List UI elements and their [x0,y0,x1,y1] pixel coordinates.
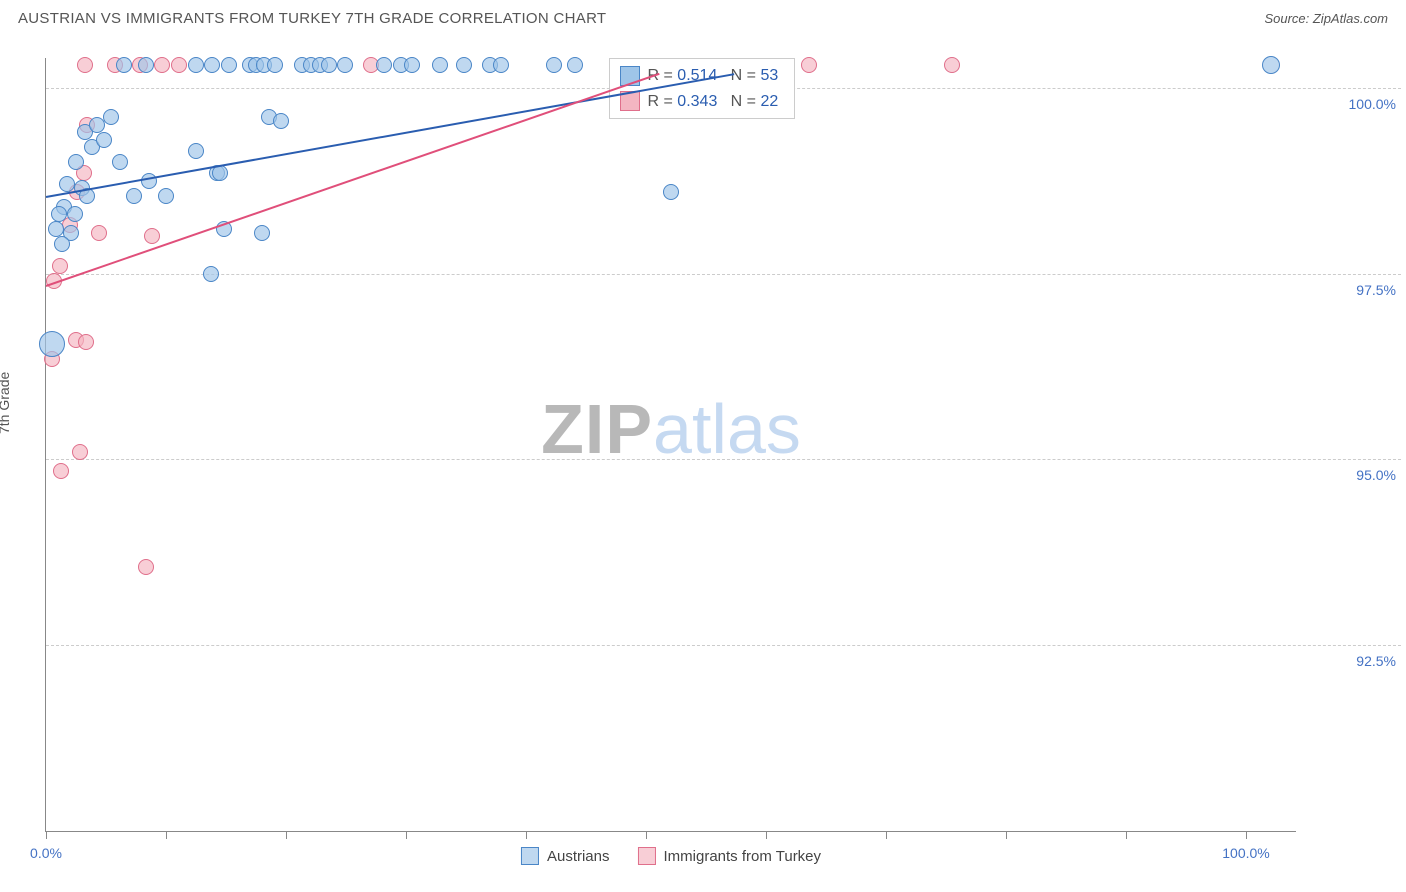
y-tick-label: 100.0% [1349,96,1396,112]
data-point [112,154,128,170]
x-tick [1246,831,1247,839]
x-tick [646,831,647,839]
data-point [77,57,93,73]
stats-legend: R = 0.514 N = 53R = 0.343 N = 22 [609,58,796,119]
data-point [273,113,289,129]
x-tick [526,831,527,839]
data-point [171,57,187,73]
data-point [48,221,64,237]
x-tick [46,831,47,839]
x-tick-label: 0.0% [30,845,62,861]
data-point [154,57,170,73]
data-point [52,258,68,274]
scatter-plot: ZIPatlas 92.5%95.0%97.5%100.0%0.0%100.0%… [45,58,1296,832]
legend-swatch [638,847,656,865]
data-point [144,228,160,244]
data-point [267,57,283,73]
data-point [67,206,83,222]
regression-line [46,73,734,198]
legend-item: Immigrants from Turkey [638,847,822,865]
gridline [46,459,1401,460]
data-point [68,154,84,170]
y-tick-label: 95.0% [1356,467,1396,483]
data-point [126,188,142,204]
data-point [944,57,960,73]
legend-label: Austrians [547,848,610,865]
data-point [138,57,154,73]
data-point [54,236,70,252]
data-point [221,57,237,73]
chart-header: AUSTRIAN VS IMMIGRANTS FROM TURKEY 7TH G… [0,0,1406,33]
y-tick-label: 92.5% [1356,653,1396,669]
data-point [91,225,107,241]
data-point [404,57,420,73]
y-axis-label: 7th Grade [0,372,12,434]
data-point [546,57,562,73]
data-point [663,184,679,200]
legend-swatch [521,847,539,865]
x-tick-label: 100.0% [1222,845,1269,861]
data-point [59,176,75,192]
data-point [493,57,509,73]
chart-wrap: 7th Grade ZIPatlas 92.5%95.0%97.5%100.0%… [0,40,1406,892]
data-point [116,57,132,73]
data-point [1262,56,1280,74]
legend-label: Immigrants from Turkey [664,848,822,865]
data-point [321,57,337,73]
data-point [188,143,204,159]
y-tick-label: 97.5% [1356,282,1396,298]
gridline [46,645,1401,646]
data-point [53,463,69,479]
x-tick [886,831,887,839]
data-point [456,57,472,73]
data-point [78,334,94,350]
data-point [72,444,88,460]
legend-item: Austrians [521,847,610,865]
x-tick [406,831,407,839]
stats-legend-row: R = 0.343 N = 22 [620,89,779,115]
data-point [337,57,353,73]
x-tick [286,831,287,839]
data-point [203,266,219,282]
data-point [204,57,220,73]
data-point [96,132,112,148]
x-tick [1126,831,1127,839]
data-point [138,559,154,575]
data-point [567,57,583,73]
data-point [376,57,392,73]
x-tick [1006,831,1007,839]
data-point [188,57,204,73]
data-point [801,57,817,73]
chart-title: AUSTRIAN VS IMMIGRANTS FROM TURKEY 7TH G… [18,10,606,27]
chart-source: Source: ZipAtlas.com [1264,11,1388,26]
data-point [254,225,270,241]
x-tick [766,831,767,839]
series-legend: Austrians Immigrants from Turkey [521,847,821,865]
data-point [39,331,65,357]
gridline [46,274,1401,275]
watermark: ZIPatlas [541,389,801,469]
data-point [432,57,448,73]
data-point [158,188,174,204]
x-tick [166,831,167,839]
data-point [51,206,67,222]
data-point [103,109,119,125]
stats-legend-row: R = 0.514 N = 53 [620,63,779,89]
